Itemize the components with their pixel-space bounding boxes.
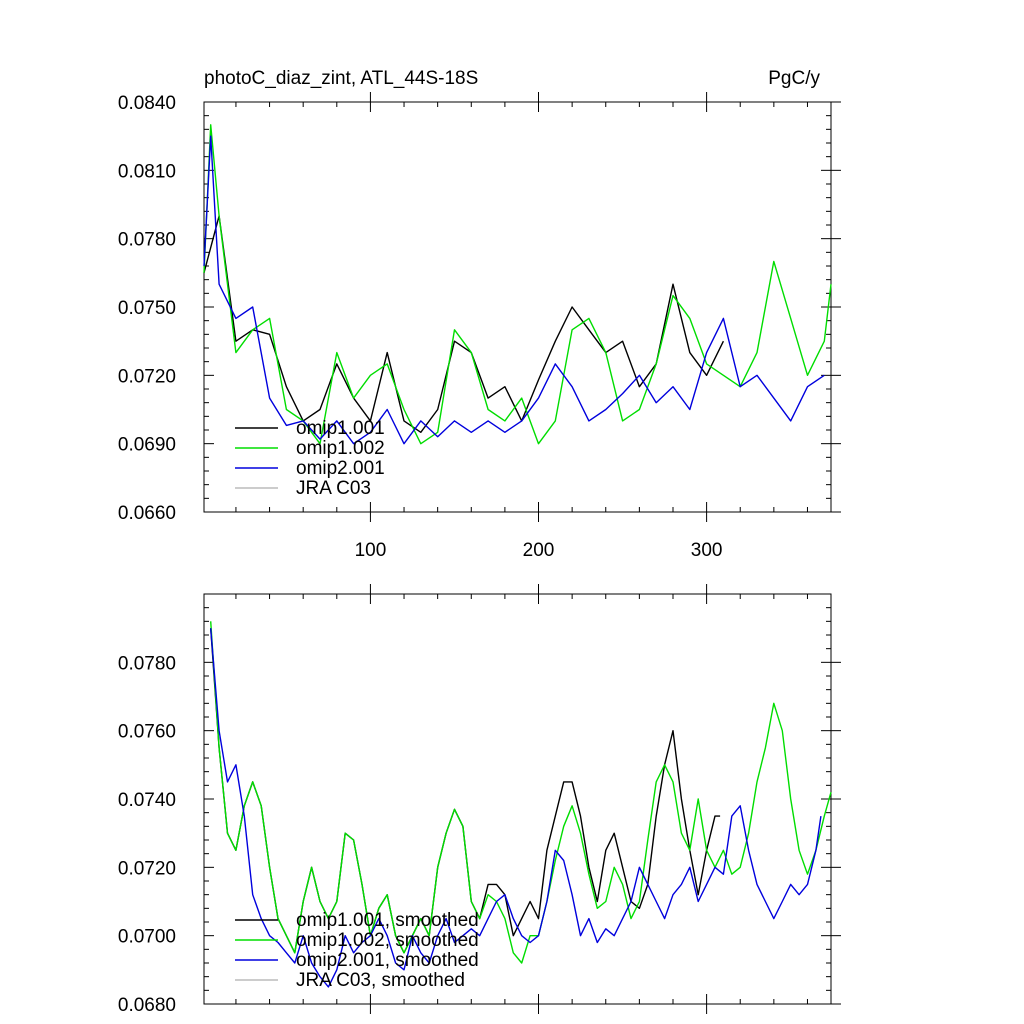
top-y-tick-labels: 0.0660 0.0690 0.0720 0.0750 0.0780 0.0810 0.08…: [118, 93, 176, 524]
top-panel: 0.0660 0.0690 0.0720 0.0750 0.0780 0.0810 0.08…: [118, 92, 841, 561]
legend-label: omip1.002: [296, 438, 385, 459]
top-ticks: [204, 92, 841, 522]
series-line: [210, 621, 832, 964]
y-tick-label: 0.0740: [118, 790, 176, 811]
y-tick-label: 0.0720: [118, 858, 176, 879]
x-tick-label: 300: [691, 540, 723, 561]
bottom-panel: 0.0680 0.0700 0.0720 0.0740 0.0760 0.0780 omi…: [118, 584, 841, 1016]
legend-label: omip1.001, smoothed: [296, 910, 479, 931]
series-line: [210, 628, 721, 954]
y-tick-label: 0.0780: [118, 230, 176, 251]
x-tick-label: 100: [355, 540, 387, 561]
y-tick-label: 0.0780: [118, 653, 176, 674]
series-line: [203, 215, 725, 433]
y-tick-label: 0.0690: [118, 435, 176, 456]
chart-title: photoC_diaz_zint, ATL_44S-18S: [204, 68, 478, 89]
x-tick-label: 200: [523, 540, 555, 561]
y-tick-label: 0.0810: [118, 161, 176, 182]
legend-label: JRA C03: [296, 478, 371, 499]
y-tick-label: 0.0720: [118, 366, 176, 387]
bottom-y-tick-labels: 0.0680 0.0700 0.0720 0.0740 0.0760 0.0780: [118, 653, 176, 1016]
y-tick-label: 0.0700: [118, 927, 176, 948]
series-line: [210, 628, 822, 988]
y-tick-label: 0.0680: [118, 995, 176, 1016]
legend-label: omip2.001: [296, 458, 385, 479]
legend-label: JRA C03, smoothed: [296, 970, 465, 991]
top-x-tick-labels: 100 200 300: [355, 540, 723, 561]
top-series-lines: [203, 124, 832, 445]
bottom-series-lines: [210, 621, 832, 988]
y-tick-label: 0.0760: [118, 722, 176, 743]
series-line: [203, 124, 832, 445]
y-tick-label: 0.0660: [118, 503, 176, 524]
units-label: PgC/y: [768, 68, 820, 89]
y-tick-label: 0.0750: [118, 298, 176, 319]
legend-label: omip1.002, smoothed: [296, 930, 479, 951]
y-tick-label: 0.0840: [118, 93, 176, 114]
legend-label: omip1.001: [296, 418, 385, 439]
series-line: [203, 135, 825, 445]
legend-label: omip2.001, smoothed: [296, 950, 479, 971]
bottom-ticks: [204, 584, 841, 1014]
